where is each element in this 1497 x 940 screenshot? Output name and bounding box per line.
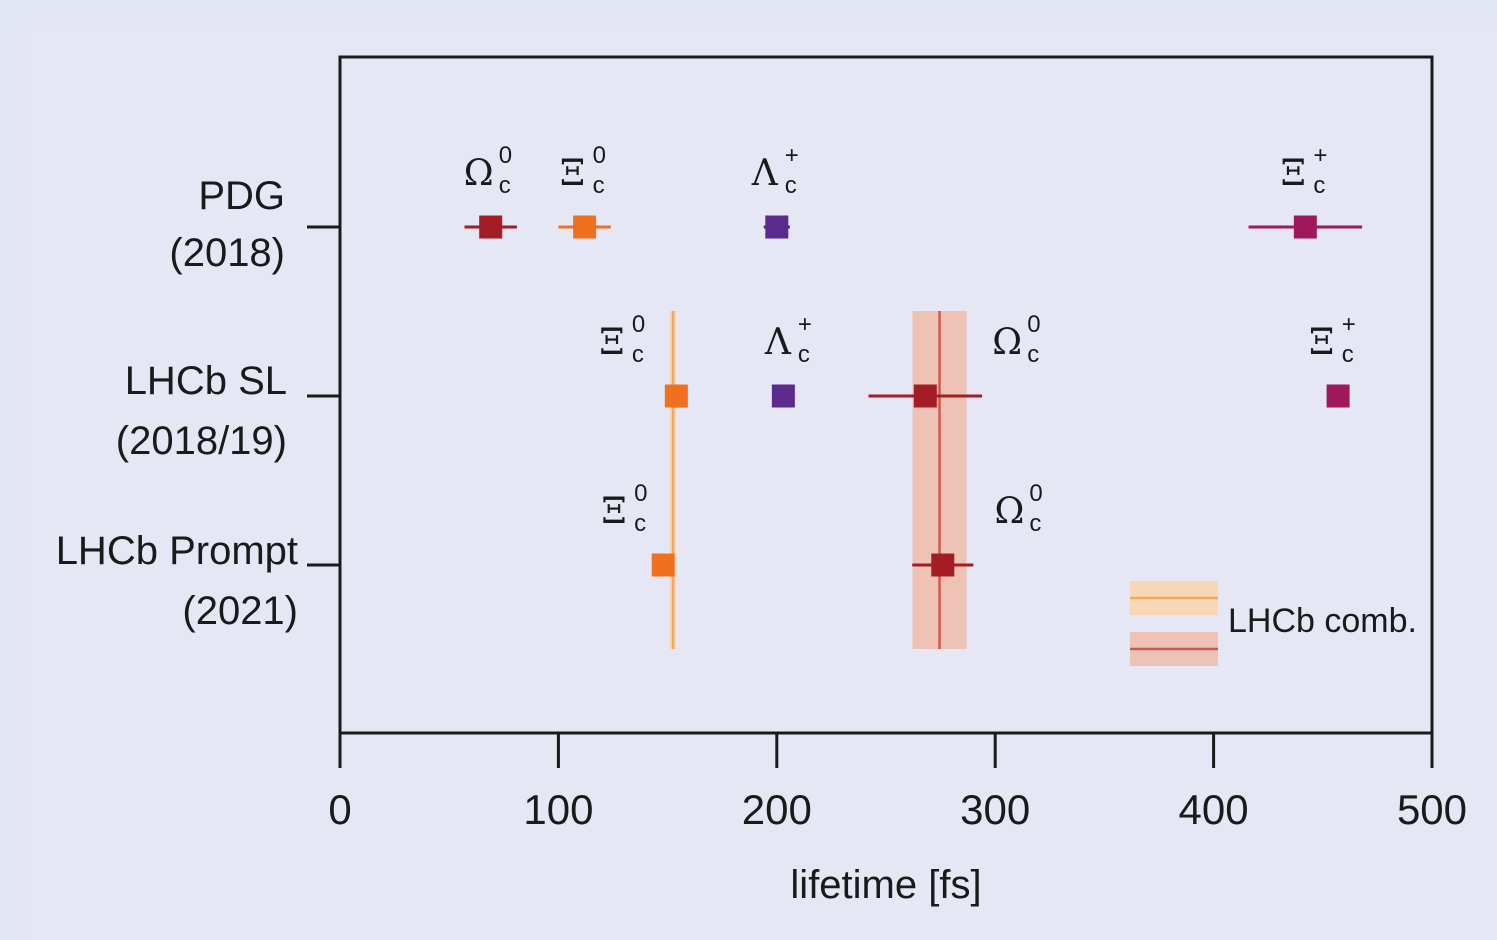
point-sl-lambda-c-	[771, 384, 795, 408]
particle-subscript: c	[785, 172, 797, 199]
particle-subscript: c	[1313, 172, 1325, 199]
particle-superscript: +	[785, 142, 799, 169]
legend: LHCb comb.	[1130, 581, 1417, 666]
particle-subscript: c	[632, 341, 644, 368]
particle-superscript: 0	[634, 480, 647, 507]
row-label-year: (2018)	[169, 231, 285, 275]
point-pdg-xi-c-	[1293, 215, 1317, 239]
x-tick-label: 200	[742, 786, 812, 833]
particle-superscript: 0	[1027, 311, 1040, 338]
x-axis-title: lifetime [fs]	[790, 863, 981, 907]
x-tick-label: 0	[328, 786, 351, 833]
particle-symbol: Ω	[994, 491, 1024, 532]
particle-symbol: Λ	[764, 322, 792, 363]
particle-superscript: +	[1342, 311, 1356, 338]
particle-superscript: +	[1313, 142, 1327, 169]
x-tick-label: 400	[1179, 786, 1249, 833]
row-label-name: PDG	[198, 174, 285, 218]
particle-subscript: c	[634, 510, 646, 537]
particle-symbol: Ω	[464, 153, 494, 194]
x-tick-label: 100	[523, 786, 593, 833]
x-tick-label: 500	[1397, 786, 1467, 833]
particle-symbol: Ω	[992, 322, 1022, 363]
particle-symbol: Λ	[751, 153, 779, 194]
legend-label: LHCb comb.	[1228, 602, 1417, 640]
point-pdg-lambda-c-	[765, 215, 789, 239]
particle-superscript: 0	[499, 142, 512, 169]
particle-superscript: 0	[593, 142, 606, 169]
particle-subscript: c	[1027, 341, 1039, 368]
particle-subscript: c	[798, 341, 810, 368]
point-sl-xi-c-0	[664, 384, 688, 408]
combined-bands	[669, 311, 967, 649]
row-label-year: (2021)	[182, 589, 298, 633]
particle-subscript: c	[1342, 341, 1354, 368]
point-prompt-xi-c-0	[651, 553, 675, 577]
x-tick-label: 300	[960, 786, 1030, 833]
particle-subscript: c	[1029, 510, 1041, 537]
particle-symbol: Ξ	[1309, 322, 1334, 363]
point-sl-omega-c-0	[913, 384, 937, 408]
particle-subscript: c	[593, 172, 605, 199]
point-pdg-omega-c-0	[479, 215, 503, 239]
y-axis-categories: PDG (2018) LHCb SL (2018/19) LHCb Prompt (202…	[56, 174, 340, 633]
row-label-name: LHCb Prompt	[56, 529, 298, 573]
data-points	[464, 215, 1363, 577]
particle-subscript: c	[499, 172, 511, 199]
chart-panel-background	[28, 28, 1497, 940]
particle-superscript: 0	[1029, 480, 1042, 507]
point-prompt-omega-c-0	[931, 553, 955, 577]
row-label-year: (2018/19)	[116, 419, 287, 463]
row-label-name: LHCb SL	[125, 359, 287, 403]
point-sl-xi-c-	[1326, 384, 1350, 408]
particle-symbol: Ξ	[601, 491, 626, 532]
x-axis-ticks: 0 100 200 300 400 500	[328, 733, 1467, 833]
particle-superscript: 0	[632, 311, 645, 338]
particle-symbol: Ξ	[560, 153, 585, 194]
particle-symbol: Ξ	[599, 322, 624, 363]
particle-symbol: Ξ	[1281, 153, 1306, 194]
particle-superscript: +	[798, 311, 812, 338]
point-pdg-xi-c-0	[573, 215, 597, 239]
